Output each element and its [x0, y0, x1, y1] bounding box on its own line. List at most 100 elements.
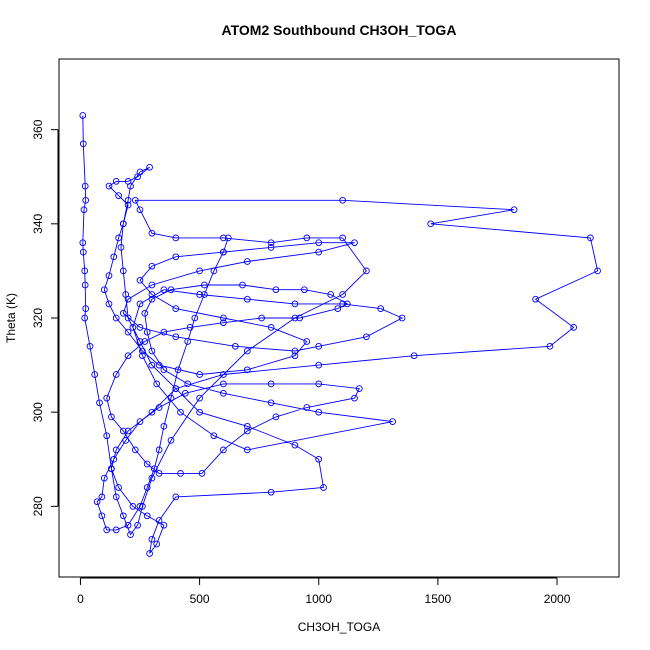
data-point: [81, 314, 89, 322]
data-point: [143, 512, 151, 520]
data-point: [124, 352, 132, 360]
data-point: [196, 291, 203, 298]
data-point: [339, 196, 346, 204]
data-point: [119, 512, 127, 520]
data-point: [303, 234, 311, 242]
data-point: [172, 253, 180, 261]
data-point: [196, 371, 203, 378]
data-point: [86, 342, 94, 350]
data-point: [220, 314, 227, 322]
data-point: [224, 234, 232, 242]
data-point: [139, 503, 146, 510]
data-point: [131, 446, 139, 454]
data-point: [172, 385, 180, 392]
data-point: [160, 366, 168, 374]
data-point: [105, 272, 113, 279]
data-point: [334, 305, 342, 312]
data-point: [136, 418, 144, 425]
data-point: [220, 446, 227, 454]
data-point: [160, 328, 168, 336]
data-point: [155, 517, 163, 524]
data-point: [243, 427, 251, 435]
data-point: [141, 338, 149, 345]
data-point: [291, 314, 299, 322]
data-point: [150, 465, 158, 473]
data-point: [181, 389, 189, 397]
data-point: [129, 503, 137, 510]
data-point: [136, 503, 144, 510]
data-point: [112, 493, 120, 501]
y-tick-label: 300: [31, 402, 45, 422]
data-point: [124, 196, 132, 204]
data-point: [177, 408, 184, 416]
data-point: [136, 206, 144, 214]
y-axis: 280 300 320 340 360: [31, 119, 59, 516]
data-point: [272, 286, 280, 294]
series-layer: [79, 112, 601, 557]
data-point: [124, 328, 132, 336]
data-point: [220, 371, 227, 378]
data-point: [122, 437, 130, 444]
data-point: [79, 140, 87, 148]
data-point: [80, 206, 88, 214]
data-point: [243, 347, 251, 355]
data-point: [210, 432, 218, 440]
data-point: [79, 112, 87, 119]
data-point: [172, 333, 180, 341]
data-point: [103, 432, 111, 440]
data-point: [148, 295, 156, 303]
data-point: [146, 163, 153, 171]
data-point: [98, 493, 106, 501]
x-tick-label: 1000: [305, 592, 332, 606]
data-point: [272, 413, 280, 421]
data-point: [124, 314, 132, 322]
data-point: [196, 267, 203, 275]
data-point: [148, 281, 156, 289]
data-point: [81, 267, 89, 275]
data-point: [339, 234, 346, 242]
chart-title: ATOM2 Southbound CH3OH_TOGA: [222, 22, 457, 38]
data-point: [594, 267, 601, 275]
data-point: [119, 427, 127, 435]
data-point: [315, 380, 323, 388]
data-point: [184, 380, 192, 388]
data-point: [291, 347, 299, 355]
data-point: [79, 239, 87, 247]
data-point: [81, 281, 89, 289]
data-point: [243, 366, 251, 374]
data-point: [124, 178, 132, 185]
data-point: [148, 408, 156, 416]
data-point: [172, 305, 180, 312]
data-point: [82, 196, 90, 204]
data-point: [148, 262, 156, 270]
data-point: [351, 239, 358, 247]
data-point: [243, 422, 251, 430]
data-point: [186, 324, 194, 331]
data-point: [148, 229, 156, 237]
data-point: [112, 178, 120, 185]
data-point: [339, 291, 346, 298]
data-point: [134, 521, 141, 529]
data-point: [198, 470, 206, 477]
data-point: [112, 446, 120, 454]
data-point: [243, 295, 251, 303]
data-point: [267, 244, 275, 251]
data-point: [267, 488, 275, 496]
data-point: [315, 361, 323, 369]
data-point: [100, 286, 108, 294]
data-point: [155, 446, 163, 454]
data-point: [148, 535, 156, 543]
data-point: [124, 521, 132, 529]
data-point: [136, 276, 144, 284]
y-axis-label: Theta (K): [4, 293, 18, 343]
data-point: [148, 347, 156, 355]
data-point: [355, 385, 363, 392]
data-point: [148, 291, 156, 298]
data-point: [139, 347, 146, 355]
data-point: [267, 380, 275, 388]
data-point: [177, 470, 184, 477]
data-point: [291, 441, 299, 449]
data-point: [115, 484, 122, 491]
data-point: [201, 291, 208, 298]
